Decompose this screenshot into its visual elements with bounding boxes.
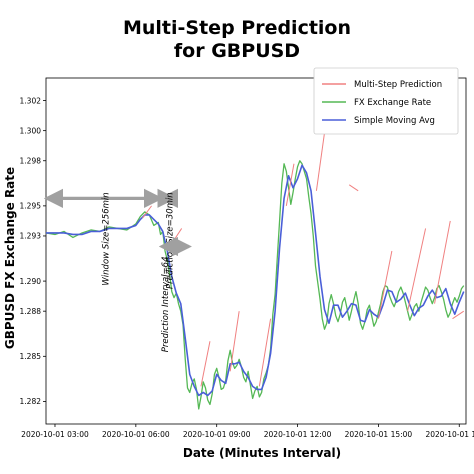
- chart-title-line-2: for GBPUSD: [174, 40, 300, 62]
- x-axis-label: Date (Minutes Interval): [183, 446, 341, 460]
- series-line-multi-step-prediction: [434, 220, 451, 304]
- y-tick-label: 1.300: [20, 126, 42, 135]
- plot-frame: [45, 77, 467, 425]
- x-tick-label: 2020-10-01 03:00: [21, 430, 89, 439]
- x-tick-label: 2020-10-01 06:00: [102, 430, 170, 439]
- y-tick-label: 1.293: [20, 232, 42, 241]
- y-tick-label: 1.290: [20, 277, 42, 286]
- chart-title-line-1: Multi-Step Prediction: [123, 17, 351, 39]
- y-axis-label: GBPUSD FX Exchange Rate: [3, 167, 17, 349]
- y-tick-label: 1.302: [20, 96, 42, 105]
- series-line-multi-step-prediction: [348, 184, 359, 192]
- x-tick-label: 2020-10-01 09:00: [183, 430, 251, 439]
- y-tick-label: 1.285: [20, 352, 42, 361]
- legend-box: [313, 67, 459, 135]
- series-line-multi-step-prediction: [377, 250, 393, 319]
- chart-title: Multi-Step Prediction for GBPUSD: [123, 17, 351, 62]
- series-line-multi-step-prediction: [229, 311, 240, 372]
- series-line-multi-step-prediction: [285, 163, 295, 206]
- x-tick-label: 2020-10-01 18:00: [425, 430, 474, 439]
- y-tick-label: 1.295: [20, 202, 42, 211]
- series-line-multi-step-prediction: [452, 310, 465, 320]
- annotations-group: Window Size=256min Prediction Size=30minP…: [43, 188, 192, 352]
- legend-label: Multi-Step Prediction: [354, 80, 442, 90]
- y-tick-label: 1.282: [20, 397, 42, 406]
- y-tick-label: 1.298: [20, 156, 42, 165]
- x-axis-ticks: 2020-10-01 03:00 2020-10-01 06:00 2020-10-…: [21, 424, 474, 439]
- legend-label: Simple Moving Avg: [354, 116, 435, 126]
- annotation-label: Prediction Interval=64: [161, 256, 171, 352]
- y-tick-label: 1.288: [20, 307, 42, 316]
- legend: Multi-Step Prediction FX Exchange Rate Sim…: [313, 67, 459, 135]
- annotation-label: Window Size=256min: [101, 192, 111, 285]
- x-tick-label: 2020-10-01 12:00: [264, 430, 332, 439]
- y-axis-ticks: 1.282 1.285 1.288 1.290 1.293 1.295 1.298 1.300…: [20, 96, 46, 406]
- series-line-multi-step-prediction: [258, 318, 272, 387]
- plot-area-border: [45, 77, 467, 425]
- legend-label: FX Exchange Rate: [354, 98, 431, 108]
- series-line-multi-step-prediction: [407, 228, 427, 312]
- series-line-simple-moving-avg: [46, 164, 465, 397]
- x-tick-label: 2020-10-01 15:00: [345, 430, 413, 439]
- series-line-multi-step-prediction: [200, 341, 211, 387]
- series-group: [45, 100, 465, 410]
